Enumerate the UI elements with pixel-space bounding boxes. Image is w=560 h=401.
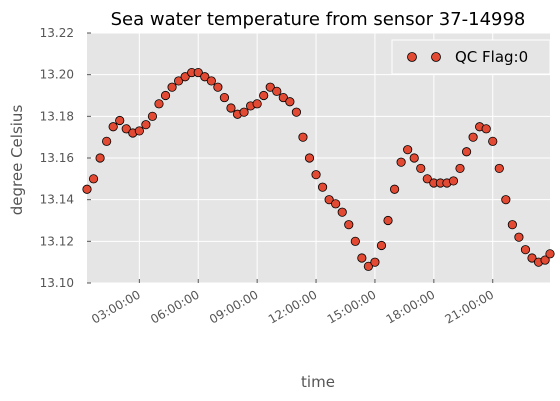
data-point bbox=[546, 250, 554, 258]
data-point bbox=[384, 216, 392, 224]
data-point bbox=[253, 100, 261, 108]
data-point bbox=[338, 208, 346, 216]
data-point bbox=[312, 170, 320, 178]
data-point bbox=[462, 148, 470, 156]
data-point bbox=[116, 116, 124, 124]
y-tick-label: 13.22 bbox=[40, 26, 74, 40]
data-point bbox=[417, 164, 425, 172]
data-point bbox=[286, 98, 294, 106]
data-point bbox=[331, 200, 339, 208]
data-point bbox=[135, 127, 143, 135]
data-point bbox=[168, 83, 176, 91]
data-point bbox=[259, 91, 267, 99]
x-tick-label: 03:00:00 bbox=[89, 287, 143, 326]
x-tick-label: 18:00:00 bbox=[384, 287, 438, 326]
x-tick-label: 09:00:00 bbox=[207, 287, 261, 326]
data-point bbox=[273, 87, 281, 95]
data-point bbox=[220, 93, 228, 101]
data-point bbox=[449, 177, 457, 185]
y-tick-label: 13.16 bbox=[40, 151, 74, 165]
x-axis-title: time bbox=[301, 373, 335, 391]
data-point bbox=[292, 108, 300, 116]
data-point bbox=[318, 183, 326, 191]
data-point bbox=[482, 125, 490, 133]
legend-label: QC Flag:0 bbox=[455, 48, 528, 66]
x-tick-label: 15:00:00 bbox=[325, 287, 379, 326]
data-point bbox=[148, 112, 156, 120]
data-point bbox=[371, 258, 379, 266]
data-point bbox=[161, 91, 169, 99]
y-tick-label: 13.10 bbox=[40, 276, 74, 290]
x-tick-label: 12:00:00 bbox=[266, 287, 320, 326]
chart-title: Sea water temperature from sensor 37-149… bbox=[111, 9, 526, 30]
x-tick-label: 21:00:00 bbox=[443, 287, 497, 326]
data-point bbox=[83, 185, 91, 193]
data-point bbox=[508, 220, 516, 228]
data-point bbox=[214, 83, 222, 91]
y-tick-label: 13.20 bbox=[40, 68, 74, 82]
data-point bbox=[495, 164, 503, 172]
data-point bbox=[410, 154, 418, 162]
data-point bbox=[345, 220, 353, 228]
legend: QC Flag:0 bbox=[392, 40, 550, 74]
data-point bbox=[390, 185, 398, 193]
data-point bbox=[469, 133, 477, 141]
legend-marker bbox=[432, 53, 441, 62]
data-point bbox=[521, 245, 529, 253]
data-point bbox=[89, 175, 97, 183]
data-point bbox=[96, 154, 104, 162]
x-tick-label: 06:00:00 bbox=[148, 287, 202, 326]
data-point bbox=[109, 123, 117, 131]
y-tick-label: 13.14 bbox=[40, 193, 74, 207]
data-point bbox=[227, 104, 235, 112]
data-point bbox=[397, 158, 405, 166]
data-point bbox=[489, 137, 497, 145]
data-point bbox=[299, 133, 307, 141]
data-point bbox=[502, 195, 510, 203]
data-point bbox=[377, 241, 385, 249]
data-point bbox=[403, 145, 411, 153]
data-point bbox=[515, 233, 523, 241]
data-point bbox=[240, 108, 248, 116]
data-point bbox=[351, 237, 359, 245]
data-point bbox=[142, 120, 150, 128]
data-point bbox=[207, 77, 215, 85]
y-axis-title: degree Celsius bbox=[8, 105, 26, 216]
legend-marker bbox=[408, 53, 417, 62]
data-point bbox=[456, 164, 464, 172]
data-point bbox=[305, 154, 313, 162]
y-tick-label: 13.12 bbox=[40, 234, 74, 248]
data-point bbox=[102, 137, 110, 145]
y-tick-label: 13.18 bbox=[40, 109, 74, 123]
data-point bbox=[358, 254, 366, 262]
data-point bbox=[155, 100, 163, 108]
